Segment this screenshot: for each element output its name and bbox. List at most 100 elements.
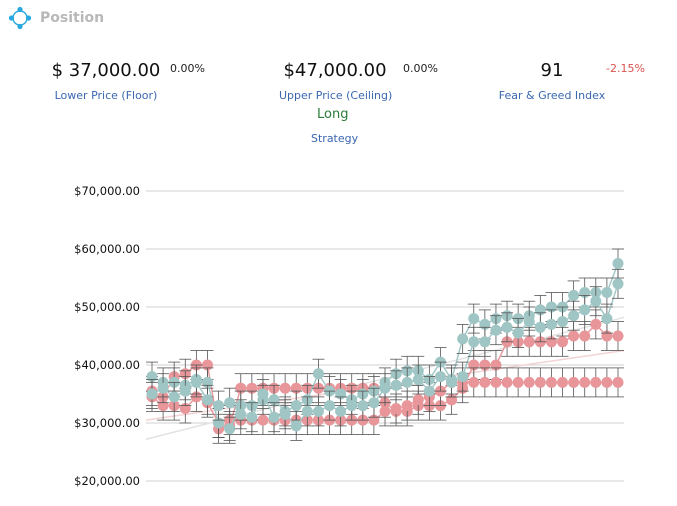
data-point (568, 289, 580, 301)
y-tick-label: $20,000.00 (74, 474, 140, 488)
data-point (290, 420, 302, 432)
data-point (612, 278, 624, 290)
data-point (279, 382, 291, 394)
data-point (335, 405, 347, 417)
position-header: Position (8, 6, 104, 30)
data-point (512, 376, 524, 388)
data-point (357, 400, 369, 412)
y-tick-label: $40,000.00 (74, 358, 140, 372)
crosshair-icon (8, 6, 32, 30)
data-point (557, 376, 569, 388)
data-point (545, 376, 557, 388)
y-tick-label: $30,000.00 (74, 416, 140, 430)
data-point (579, 330, 591, 342)
data-point (523, 316, 535, 327)
data-point (434, 371, 446, 383)
floor-change: 0.00% (170, 62, 205, 75)
data-point (590, 376, 602, 388)
data-point (401, 400, 413, 412)
data-point (534, 376, 546, 388)
data-point (612, 330, 624, 342)
data-point (501, 321, 513, 333)
data-point (468, 313, 480, 325)
data-point (501, 376, 513, 388)
data-point (568, 376, 580, 388)
floor-metric: $ 37,000.00 0.00% Lower Price (Floor) (50, 60, 205, 102)
data-point (379, 405, 391, 417)
data-point (213, 400, 225, 412)
data-point (246, 411, 258, 423)
data-point (523, 376, 535, 388)
data-point (579, 304, 591, 316)
data-point (146, 388, 158, 400)
data-point (446, 376, 458, 388)
data-point (312, 405, 324, 417)
data-point (590, 295, 602, 307)
data-point (479, 376, 491, 388)
ceiling-metric: $47,000.00 0.00% Upper Price (Ceiling) (279, 60, 438, 102)
data-point (290, 400, 302, 412)
data-point (368, 397, 380, 409)
data-point (557, 316, 569, 327)
fear-greed-label: Fear & Greed Index (498, 89, 606, 102)
strategy-label: Strategy (311, 132, 359, 145)
page-title: Position (40, 10, 105, 26)
data-point (257, 388, 269, 400)
data-point (479, 336, 491, 348)
data-point (279, 408, 291, 420)
data-point (312, 368, 324, 380)
data-point (590, 318, 602, 330)
data-point (523, 336, 535, 348)
data-point (490, 376, 502, 388)
data-point (468, 336, 480, 348)
data-point (390, 403, 402, 414)
fear-greed-value: 91 (540, 60, 564, 81)
data-point (557, 336, 569, 348)
data-point (168, 391, 180, 403)
data-point (268, 411, 280, 423)
data-point (601, 287, 613, 298)
data-point (235, 408, 247, 420)
data-point (190, 376, 202, 388)
data-point (457, 333, 469, 345)
data-point (468, 376, 480, 388)
strategy-value: Long (317, 107, 349, 122)
data-point (423, 385, 435, 397)
data-point (224, 397, 236, 409)
data-point (612, 376, 624, 388)
data-point (390, 379, 402, 391)
data-point (545, 318, 557, 330)
data-point (601, 313, 613, 325)
ceiling-price: $47,000.00 (283, 60, 387, 81)
data-point (412, 394, 424, 406)
data-point (301, 405, 313, 417)
data-point (324, 400, 336, 412)
data-point (401, 376, 413, 388)
data-point (579, 376, 591, 388)
ceiling-change: 0.00% (403, 62, 438, 75)
data-point (157, 382, 169, 394)
data-point (379, 382, 391, 394)
data-point (412, 374, 424, 385)
y-tick-label: $50,000.00 (74, 300, 140, 314)
fear-greed-metric: 91 -2.15% Fear & Greed Index (496, 60, 645, 102)
data-point (490, 324, 502, 336)
fear-greed-change: -2.15% (606, 62, 645, 75)
data-point (224, 423, 236, 435)
data-point (568, 330, 580, 342)
data-point (257, 414, 269, 426)
ceiling-label: Upper Price (Ceiling) (279, 89, 393, 102)
floor-price: $ 37,000.00 (51, 60, 161, 81)
data-point (179, 385, 191, 397)
data-point (346, 400, 358, 412)
data-point (534, 321, 546, 333)
data-point (201, 394, 213, 406)
floor-label: Lower Price (Floor) (54, 89, 158, 102)
data-point (612, 258, 624, 269)
data-point (512, 327, 524, 339)
y-tick-label: $70,000.00 (74, 184, 140, 198)
data-point (568, 310, 580, 322)
data-point (457, 371, 469, 383)
y-tick-label: $60,000.00 (74, 242, 140, 256)
